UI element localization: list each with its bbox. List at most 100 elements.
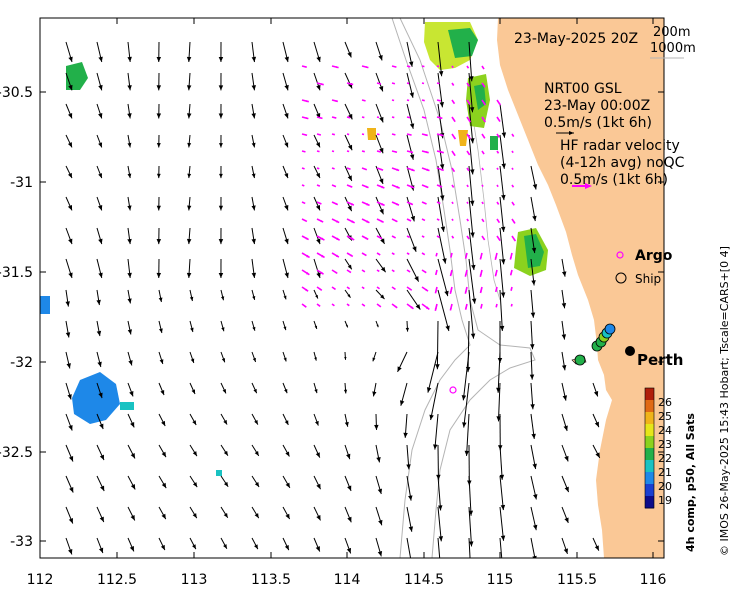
radar-vector [316,133,322,136]
radar-vector [376,218,384,224]
y-axis-labels: -30.5 -31 -31.5 -32 -32.5 -33 [0,85,33,550]
model-vector [282,227,289,245]
model-vector [344,537,352,554]
model-vector [251,289,256,301]
radar-vector [436,133,444,137]
model-vector [65,103,73,119]
model-vector [464,413,470,456]
model-vector [313,537,321,552]
model-vector [530,289,536,318]
radar-vector [451,235,455,239]
radar-vector [436,65,440,68]
model-vector [189,351,195,364]
radar-label-line2: (4-12h avg) noQC [560,155,685,171]
colorbar-segment [645,412,654,425]
ship-legend-marker [615,272,627,284]
radar-vector [361,218,370,224]
radar-vector [511,150,514,154]
model-vector [468,165,475,206]
radar-vector [391,116,395,119]
model-vector [127,382,134,397]
radar-vector [391,235,397,239]
argo-legend-label: Argo [635,248,673,264]
model-label-line2: 23-May 00:00Z [544,98,650,114]
model-vector [437,258,449,297]
x-tick-label: 114 [334,572,361,588]
model-vector [313,382,318,394]
model-vector [218,227,224,245]
model-vector [499,289,505,331]
radar-vector [406,116,411,119]
contour-shelf [469,99,501,301]
date-label: 23-May-2025 20Z [514,31,638,47]
radar-vector [421,252,426,256]
radar-vector [301,116,309,120]
radar-vector [331,286,336,291]
model-vector [156,72,162,91]
model-vector [313,444,321,458]
model-vector [344,475,352,492]
radar-vector [361,150,365,153]
radar-vector [436,150,444,154]
model-vector [468,41,474,82]
model-vector [156,165,161,179]
model-vector [65,289,70,307]
model-vector [220,537,228,550]
x-tick-label: 113.5 [251,572,291,588]
radar-vector [451,150,456,157]
model-vector [561,289,567,309]
model-vector [158,413,166,427]
model-vector [251,258,257,279]
radar-vector [376,184,385,189]
radar-vector [301,201,306,205]
colorbar-tick-label: 19 [658,494,672,507]
x-tick-label: 115.5 [557,572,597,588]
radar-vector [316,82,324,86]
model-vector [468,227,476,271]
model-vector [397,351,408,373]
radar-vector [509,269,513,276]
model-vector [96,537,104,554]
x-tick-label: 112.5 [97,572,137,588]
radar-vector [316,201,322,205]
model-vector [313,134,321,148]
model-vector [251,506,260,519]
model-vector [218,103,224,119]
radar-vector [376,150,382,153]
model-vector [65,320,71,338]
model-vector [65,444,74,462]
radar-vector [331,218,340,224]
model-vector [468,103,475,144]
sst-patch [72,372,120,424]
model-vector [499,134,506,169]
radar-vector [496,116,501,122]
model-vector [189,444,198,457]
model-vector [435,320,440,370]
radar-vector [391,65,397,68]
radar-vector [481,150,485,155]
radar-vector [464,303,468,310]
model-vector [313,41,321,63]
model-vector [437,506,444,542]
model-vector [530,444,537,470]
radar-vector [451,184,455,188]
model-vector [65,537,73,555]
model-vector [313,165,321,179]
model-vector [251,227,256,245]
radar-vector [346,235,355,241]
radar-vector [406,269,411,273]
radar-vector [451,65,454,69]
radar-vector [361,184,369,189]
radar-vector [421,167,430,172]
model-vector [96,41,103,63]
argo-float [449,386,457,394]
radar-vector [451,82,455,86]
model-vector [156,227,162,245]
radar-vector [361,252,367,257]
radar-vector [481,133,486,139]
radar-vector [464,269,468,277]
model-vector [406,444,411,470]
radar-vector [481,218,485,223]
model-vector [220,475,229,488]
